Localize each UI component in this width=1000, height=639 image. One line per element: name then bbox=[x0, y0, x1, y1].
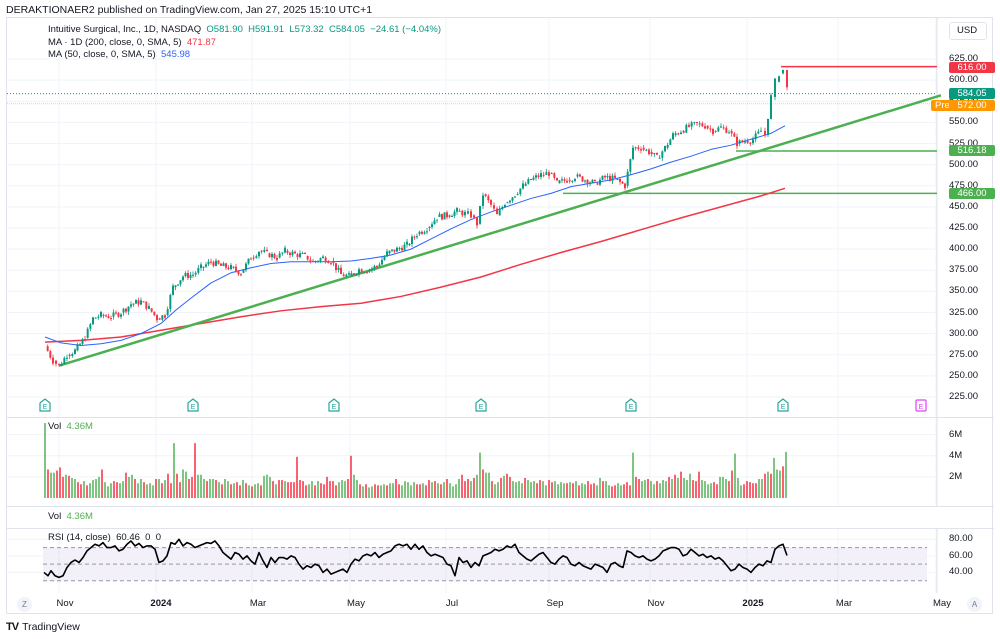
earnings-icon[interactable]: E bbox=[328, 398, 340, 412]
price-tick-label: 525.00 bbox=[949, 137, 979, 149]
price-tick-label: 325.00 bbox=[949, 306, 979, 318]
price-pane[interactable]: Intuitive Surgical, Inc., 1D, NASDAQ O58… bbox=[7, 18, 995, 417]
pre-market-label: Pre bbox=[931, 100, 954, 111]
rsi-chart[interactable] bbox=[7, 529, 994, 593]
open-label: O bbox=[206, 24, 214, 35]
price-chart[interactable] bbox=[7, 18, 994, 417]
earnings-icon[interactable]: E bbox=[187, 398, 199, 412]
volume-pane[interactable]: Vol 4.36M 6M 4M 2M bbox=[7, 418, 994, 506]
earnings-icon[interactable]: E bbox=[625, 398, 637, 412]
price-tick-label: 600.00 bbox=[949, 74, 979, 86]
pane-separator[interactable] bbox=[7, 528, 994, 529]
rsi-pane[interactable]: RSI (14, close) 60.46 0 0 80.00 60.00 40.0… bbox=[7, 529, 994, 593]
price-tick-label: 625.00 bbox=[949, 53, 979, 64]
price-tick-label: 250.00 bbox=[949, 369, 979, 381]
zoom-reset-button[interactable]: Z bbox=[17, 597, 32, 612]
price-tick-label: 425.00 bbox=[949, 222, 979, 233]
price-tick-label: 475.00 bbox=[949, 179, 979, 191]
svg-text:E: E bbox=[629, 404, 634, 411]
support-516-tag: 516.18 bbox=[949, 145, 995, 156]
rsi-label: RSI (14, close) bbox=[48, 532, 111, 543]
symbol-legend: Intuitive Surgical, Inc., 1D, NASDAQ O58… bbox=[48, 24, 441, 62]
auto-scale-button[interactable]: A bbox=[967, 597, 982, 612]
ma50-label: MA (50, close, 0, SMA, 5) bbox=[48, 49, 156, 60]
time-axis-label: May bbox=[933, 598, 951, 609]
time-axis-label: Nov bbox=[56, 598, 74, 609]
time-axis-label: Jul bbox=[445, 598, 459, 609]
ma200-value: 471.87 bbox=[186, 36, 216, 48]
last-price-tag: 584.05 bbox=[949, 88, 995, 99]
high-label: H bbox=[248, 24, 256, 35]
price-tick-label: 500.00 bbox=[949, 158, 979, 170]
svg-text:E: E bbox=[332, 404, 337, 411]
price-tick-label: 300.00 bbox=[949, 327, 979, 339]
volume-value: 4.36M bbox=[66, 421, 93, 432]
price-tick-label: 400.00 bbox=[949, 243, 979, 255]
open-value: 581.90 bbox=[213, 24, 243, 35]
time-axis-label: Mar bbox=[835, 598, 853, 609]
footer: TV TradingView bbox=[6, 621, 80, 633]
low-value: 573.32 bbox=[294, 24, 324, 35]
rsi-tick-label: 40.00 bbox=[949, 566, 973, 578]
price-tick-label: 225.00 bbox=[949, 391, 979, 402]
pane-separator[interactable] bbox=[7, 417, 994, 418]
volume-label: Vol bbox=[48, 421, 62, 432]
footer-brand: TradingView bbox=[22, 621, 80, 633]
close-label: C bbox=[329, 24, 336, 35]
price-tick-label: 275.00 bbox=[949, 348, 979, 360]
volume-tick-label: 6M bbox=[949, 428, 963, 440]
close-value: 584.05 bbox=[335, 24, 365, 35]
publisher-header: DERAKTIONAER2 published on TradingView.c… bbox=[6, 4, 373, 16]
time-axis-label: Sep bbox=[546, 598, 564, 609]
volume-tick-label: 2M bbox=[949, 470, 963, 482]
svg-text:E: E bbox=[479, 404, 484, 411]
rsi-tick-label: 80.00 bbox=[949, 533, 973, 545]
volume-tick-label: 4M bbox=[949, 449, 963, 461]
ma200-legend[interactable]: MA · 1D (200, close, 0, SMA, 5) 471.87 bbox=[48, 37, 441, 50]
ma200-label: MA · 1D (200, close, 0, SMA, 5) bbox=[48, 36, 182, 48]
earnings-icon[interactable]: E bbox=[475, 398, 487, 412]
low-label: L bbox=[289, 24, 295, 35]
rsi-legend[interactable]: RSI (14, close) 60.46 0 0 bbox=[48, 532, 161, 545]
svg-text:E: E bbox=[919, 404, 924, 411]
time-axis-label: Nov bbox=[647, 598, 665, 609]
support-466-tag: 466.00 bbox=[949, 188, 995, 199]
earnings-icon[interactable]: E bbox=[915, 398, 927, 412]
svg-text:E: E bbox=[191, 404, 196, 411]
rsi-tick-label: 60.00 bbox=[949, 549, 973, 561]
earnings-icon[interactable]: E bbox=[777, 398, 789, 412]
volume-collapsed-pane[interactable]: Vol 4.36M bbox=[7, 507, 994, 527]
time-axis-label: May bbox=[347, 598, 365, 609]
high-line-tag: 616.00 bbox=[949, 62, 995, 73]
svg-text:E: E bbox=[781, 404, 786, 411]
volume-legend-2[interactable]: Vol 4.36M bbox=[48, 511, 93, 524]
ma50-value: 545.98 bbox=[161, 49, 191, 60]
volume-chart[interactable] bbox=[7, 418, 994, 506]
volume-value-2: 4.36M bbox=[66, 511, 93, 522]
svg-text:E: E bbox=[43, 404, 48, 411]
earnings-icon[interactable]: E bbox=[39, 398, 51, 412]
pane-separator[interactable] bbox=[7, 506, 994, 507]
price-tick-label: 550.00 bbox=[949, 116, 979, 128]
price-tick-label: 350.00 bbox=[949, 285, 979, 297]
rsi-value: 60.46 bbox=[116, 532, 140, 543]
tradingview-logo-icon: TV bbox=[6, 621, 19, 633]
volume-legend[interactable]: Vol 4.36M bbox=[48, 421, 93, 434]
price-tick-label: 375.00 bbox=[949, 264, 979, 276]
time-axis[interactable]: Z Nov 2024 Mar May Jul Sep Nov 2025 Mar May A bbox=[7, 594, 994, 614]
time-axis-label: 2025 bbox=[742, 598, 764, 609]
pre-market-price-tag: 572.00 bbox=[949, 100, 995, 111]
symbol-name: Intuitive Surgical, Inc., 1D, NASDAQ bbox=[48, 24, 202, 35]
currency-button[interactable]: USD bbox=[949, 22, 987, 40]
change-value: −24.61 (−4.04%) bbox=[370, 24, 441, 35]
high-value: 591.91 bbox=[255, 24, 285, 35]
rsi-extra-2: 0 bbox=[155, 532, 162, 543]
price-tick-label: 450.00 bbox=[949, 200, 979, 212]
ma50-legend[interactable]: MA (50, close, 0, SMA, 5) 545.98 bbox=[48, 49, 441, 62]
time-axis-label: 2024 bbox=[150, 598, 172, 609]
rsi-extra-1: 0 bbox=[145, 532, 151, 543]
time-axis-label: Mar bbox=[249, 598, 267, 609]
chart-frame: Intuitive Surgical, Inc., 1D, NASDAQ O58… bbox=[6, 17, 995, 614]
volume-label-2: Vol bbox=[48, 511, 62, 522]
